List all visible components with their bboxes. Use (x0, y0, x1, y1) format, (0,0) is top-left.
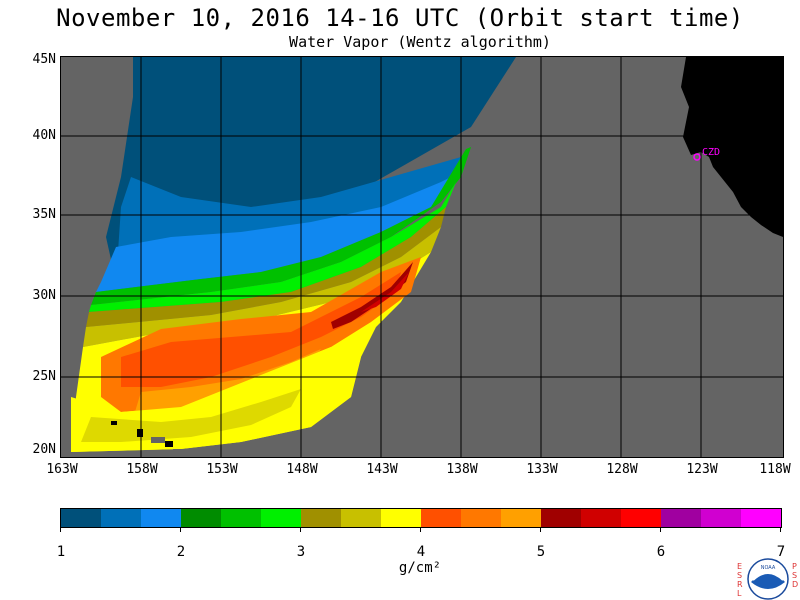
colorbar-swatch (61, 509, 101, 527)
lat-label-30n: 30N (32, 288, 56, 303)
lat-label-45n: 45N (32, 52, 56, 67)
colorbar-swatch (661, 509, 701, 527)
colorbar-swatch (421, 509, 461, 527)
colorbar-swatch (301, 509, 341, 527)
lat-label-25n: 25N (32, 369, 56, 384)
colorbar-label-7: 7 (776, 544, 786, 560)
colorbar-tick (540, 527, 541, 532)
water-vapor-swath (71, 57, 516, 454)
colorbar-label-6: 6 (656, 544, 666, 560)
colorbar-swatch (501, 509, 541, 527)
svg-text:NOAA: NOAA (761, 565, 776, 571)
colorbar (60, 508, 782, 528)
lon-label-148w: 148W (286, 462, 318, 477)
colorbar-swatch (341, 509, 381, 527)
lon-label-143w: 143W (366, 462, 398, 477)
colorbar-swatch (621, 509, 661, 527)
station-marker: CZD (693, 147, 720, 161)
noaa-logo: NOAA (747, 558, 789, 600)
lon-label-158w: 158W (126, 462, 158, 477)
colorbar-tick (420, 527, 421, 532)
colorbar-swatch (101, 509, 141, 527)
lon-label-138w: 138W (446, 462, 478, 477)
colorbar-swatch (141, 509, 181, 527)
lon-label-123w: 123W (686, 462, 718, 477)
colorbar-label-2: 2 (176, 544, 186, 560)
colorbar-swatch (381, 509, 421, 527)
lat-label-35n: 35N (32, 207, 56, 222)
station-label: CZD (702, 147, 720, 158)
lon-label-133w: 133W (526, 462, 558, 477)
lon-label-128w: 128W (606, 462, 638, 477)
land-mass (681, 57, 783, 237)
lon-label-163w: 163W (46, 462, 78, 477)
colorbar-tick (300, 527, 301, 532)
lat-label-40n: 40N (32, 128, 56, 143)
colorbar-swatch (181, 509, 221, 527)
lon-label-153w: 153W (206, 462, 238, 477)
colorbar-label-1: 1 (56, 544, 66, 560)
map-title: November 10, 2016 14-16 UTC (Orbit start… (56, 4, 744, 32)
lat-lon-grid (61, 57, 783, 457)
colorbar-tick (60, 527, 61, 532)
colorbar-swatch (701, 509, 741, 527)
lon-label-118w: 118W (759, 462, 791, 477)
colorbar-swatch (581, 509, 621, 527)
colorbar-tick (780, 527, 781, 532)
map-subtitle: Water Vapor (Wentz algorithm) (289, 33, 551, 51)
colorbar-swatch (461, 509, 501, 527)
colorbar-units: g/cm² (398, 560, 442, 576)
colorbar-swatch (221, 509, 261, 527)
colorbar-label-4: 4 (416, 544, 426, 560)
map-canvas: CZD (61, 57, 783, 457)
colorbar-swatch (261, 509, 301, 527)
lat-label-20n: 20N (32, 442, 56, 457)
colorbar-swatch (541, 509, 581, 527)
colorbar-tick (180, 527, 181, 532)
colorbar-swatch (741, 509, 781, 527)
water-vapor-map: CZD (60, 56, 784, 458)
colorbar-label-5: 5 (536, 544, 546, 560)
colorbar-label-3: 3 (296, 544, 306, 560)
colorbar-tick (660, 527, 661, 532)
